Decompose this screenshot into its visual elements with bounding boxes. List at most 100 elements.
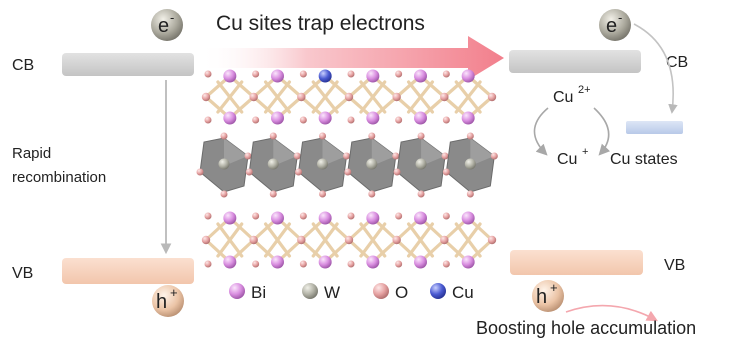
oxygen-atom: [201, 92, 211, 102]
svg-text:Bi: Bi: [251, 283, 266, 302]
bismuth-atom: [414, 255, 427, 269]
svg-text:2+: 2+: [578, 84, 591, 96]
oxygen-atom: [487, 235, 497, 245]
oxygen-atom: [319, 132, 327, 140]
legend-item-o: O: [373, 283, 408, 302]
oxygen-atom: [297, 235, 306, 245]
bismuth-atom: [461, 211, 475, 225]
title: Cu sites trap electrons: [216, 12, 425, 35]
bond: [311, 80, 339, 114]
left-hole: h +: [152, 285, 184, 317]
legend-item-bi: Bi: [229, 283, 266, 302]
bond: [263, 80, 292, 114]
bond: [454, 80, 482, 114]
svg-text:h: h: [536, 286, 547, 308]
oxygen-atom: [344, 92, 354, 102]
legend-item-w: W: [302, 283, 340, 302]
svg-text:e: e: [606, 15, 617, 37]
right-electron: e -: [599, 9, 631, 41]
oxygen-atom: [344, 235, 354, 245]
oxygen-atom: [299, 70, 307, 78]
bond: [263, 222, 292, 258]
oxygen-atom: [252, 116, 260, 124]
left-vb-label: VB: [12, 265, 33, 282]
bond: [359, 80, 387, 114]
bismuth-atom: [366, 211, 380, 225]
oxygen-atom: [299, 260, 307, 268]
svg-text:+: +: [582, 146, 588, 158]
boost-label: Boosting hole accumulation: [476, 318, 696, 338]
svg-text:+: +: [550, 280, 558, 295]
bismuth-atom: [271, 255, 284, 269]
oxygen-atom: [442, 212, 450, 220]
oxygen-atom: [297, 92, 306, 102]
oxygen-atom: [299, 212, 307, 220]
oxygen-atom: [347, 116, 355, 124]
oxygen-atom: [343, 152, 351, 160]
oxygen-atom: [204, 116, 212, 124]
oxygen-atom: [368, 132, 376, 140]
bismuth-atom: [223, 211, 237, 225]
oxygen-atom: [249, 235, 258, 245]
svg-text:-: -: [618, 10, 622, 25]
oxygen-atom: [204, 260, 212, 268]
oxygen-atom: [347, 260, 355, 268]
oxygen-atom: [299, 116, 307, 124]
oxygen-atom: [393, 168, 401, 176]
recombination-label-2: recombination: [12, 169, 106, 186]
oxygen-atom: [466, 190, 474, 198]
svg-text:W: W: [324, 283, 340, 302]
bismuth-atom: [223, 111, 237, 125]
oxygen-atom: [487, 92, 497, 102]
electron-trap-arrow: [633, 23, 678, 114]
oxygen-atom: [442, 116, 450, 124]
right-vb-label: VB: [664, 257, 685, 274]
oxygen-atom: [347, 212, 355, 220]
oxygen-atom: [252, 70, 260, 78]
right-cb-label: CB: [666, 54, 688, 71]
bismuth-atom: [318, 211, 332, 225]
right-vb-band: [510, 250, 643, 275]
svg-text:h: h: [156, 291, 167, 313]
oxygen-atom: [347, 70, 355, 78]
svg-text:Cu: Cu: [553, 89, 573, 106]
oxygen-atom: [245, 168, 253, 176]
bismuth-atom: [414, 111, 427, 125]
oxygen-atom: [466, 132, 474, 140]
bismuth-atom: [414, 69, 427, 83]
crystal-structure: [196, 69, 498, 269]
oxygen-atom: [440, 92, 449, 102]
oxygen-atom: [442, 168, 450, 176]
oxygen-atom: [440, 235, 449, 245]
oxygen-atom: [392, 235, 401, 245]
svg-text:Cu: Cu: [452, 283, 474, 302]
oxygen-atom: [417, 132, 425, 140]
cu-states-band: [626, 121, 683, 134]
bismuth-atom: [366, 69, 380, 83]
oxygen-atom: [442, 260, 450, 268]
right-hole: h +: [532, 280, 564, 312]
oxygen-atom: [220, 190, 228, 198]
bismuth-atom: [271, 211, 284, 225]
svg-text:O: O: [395, 283, 408, 302]
bismuth-atom: [318, 255, 332, 269]
svg-text:+: +: [170, 285, 178, 300]
bismuth-atom: [461, 255, 475, 269]
bond: [311, 222, 339, 258]
redox-cycle-arrow-left: [533, 107, 549, 156]
left-vb-band: [62, 258, 194, 284]
oxygen-atom: [319, 190, 327, 198]
bond: [406, 80, 435, 114]
oxygen-atom: [368, 190, 376, 198]
tungsten-atom: [267, 158, 279, 170]
oxygen-atom: [252, 260, 260, 268]
cu-states-label: Cu states: [610, 151, 678, 168]
tungsten-atom: [415, 158, 427, 170]
tungsten-atom: [317, 158, 329, 170]
oxygen-atom: [395, 212, 403, 220]
oxygen-atom: [490, 152, 498, 160]
bismuth-atom: [366, 111, 380, 125]
wo6-facet: [273, 138, 298, 166]
left-cb-band: [62, 53, 194, 76]
redox-cycle-arrow-right: [593, 107, 611, 156]
